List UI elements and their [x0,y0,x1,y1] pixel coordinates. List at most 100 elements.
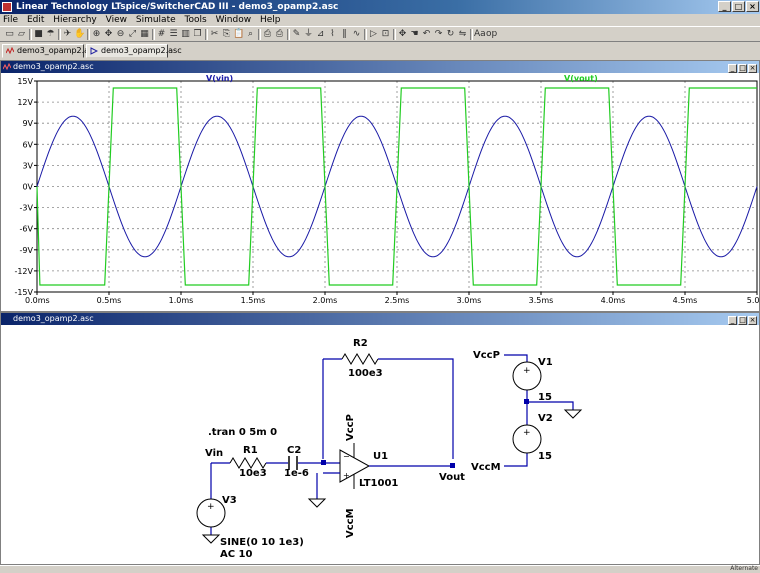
find-icon[interactable]: ⌕ [247,29,254,39]
grid-icon[interactable]: # [157,29,166,39]
component-icon[interactable]: ⊡ [381,29,390,39]
schematic-canvas[interactable]: R2 100e3 R1 10e3 C2 1e-6 Vin .tran 0 5m … [1,325,759,565]
tab-schematic[interactable]: demo3_opamp2.asc [86,44,182,58]
text-icon[interactable]: Aa [474,29,486,39]
open-icon[interactable]: ▱ [18,29,25,39]
tran-directive[interactable]: .tran 0 5m 0 [208,427,277,438]
resistor-r1[interactable] [229,457,267,469]
drag-icon[interactable]: ☚ [410,29,419,39]
autorange-icon[interactable]: ▦ [140,29,149,39]
control-panel-icon[interactable]: ☂ [46,29,55,39]
paste-icon[interactable]: 📋 [233,29,245,39]
schematic-minimize-button[interactable]: _ [728,316,737,325]
tile-vertical-icon[interactable]: ▥ [181,29,190,39]
schematic-maximize-button[interactable]: □ [738,316,747,325]
capacitor-c2[interactable] [288,456,298,470]
y-tick-label: -15V [14,288,33,297]
voltage-source-v2[interactable] [512,424,542,454]
cut-icon[interactable]: ✂ [210,29,219,39]
resistor-icon[interactable]: ⌇ [330,29,335,39]
v1-value[interactable]: 15 [538,392,552,403]
feedback-wire[interactable] [322,358,454,459]
undo-icon[interactable]: ↶ [422,29,431,39]
rotate-icon[interactable]: ↻ [446,29,455,39]
voltage-source-v1[interactable] [512,361,542,391]
spice-directive-icon[interactable]: op [486,29,498,39]
pan-icon[interactable]: ✥ [104,29,113,39]
tab-waveform[interactable]: demo3_opamp2.asc [2,44,98,58]
c2-value[interactable]: 1e-6 [284,468,309,479]
close-button[interactable]: × [746,1,759,12]
vccm-pin-label[interactable]: VccM [345,508,356,538]
trace-label-vout[interactable]: V(vout) [564,74,598,83]
c2-name[interactable]: C2 [287,445,301,456]
r2-name[interactable]: R2 [353,338,368,349]
v2-value[interactable]: 15 [538,451,552,462]
zoom-in-icon[interactable]: ⊕ [92,29,101,39]
waveform-minimize-button[interactable]: _ [728,64,737,73]
save-icon[interactable]: ■ [34,29,43,39]
capacitor-icon[interactable]: ‖ [342,29,347,39]
menu-file[interactable]: File [3,15,19,25]
v1-name[interactable]: V1 [538,357,553,368]
move-icon[interactable]: ✥ [398,29,407,39]
v2-name[interactable]: V2 [538,413,553,424]
ground-icon[interactable]: ⏚ [303,29,313,39]
vccp-net-label[interactable]: VccP [473,350,500,361]
u1-model[interactable]: LT1001 [359,478,398,489]
restore-button[interactable]: □ [732,1,745,12]
noninverting-wire[interactable] [316,472,340,499]
tile-horizontal-icon[interactable]: ☰ [169,29,178,39]
vout-net-label[interactable]: Vout [439,472,465,483]
inductor-icon[interactable]: ∿ [352,29,361,39]
supply-wires[interactable] [504,354,574,467]
schematic-close-button[interactable]: × [748,316,757,325]
redo-icon[interactable]: ↷ [434,29,443,39]
waveform-close-button[interactable]: × [748,64,757,73]
waveform-maximize-button[interactable]: □ [738,64,747,73]
new-schematic-icon[interactable]: ▭ [5,29,14,39]
print-icon[interactable]: ⎙ [275,29,284,39]
halt-icon[interactable]: ✋ [74,29,86,39]
schematic-window-titlebar: demo3_opamp2.asc _ □ × [1,313,759,325]
r2-value[interactable]: 100e3 [348,368,383,379]
toolbar-separator [58,29,61,40]
vin-net-label[interactable]: Vin [205,448,223,459]
menu-window[interactable]: Window [215,15,252,25]
mirror-icon[interactable]: ⇋ [458,29,467,39]
zoom-fit-icon[interactable]: ⤢ [128,29,137,39]
trace-label-vin[interactable]: V(vin) [206,74,233,83]
menu-hierarchy[interactable]: Hierarchy [53,15,97,25]
menu-edit[interactable]: Edit [26,15,45,25]
v3-ac[interactable]: AC 10 [220,549,253,560]
print-setup-icon[interactable]: ⎙ [263,29,272,39]
label-icon[interactable]: ⊿ [316,29,325,39]
v3-value[interactable]: SINE(0 10 1e3) [220,537,304,548]
r1-value[interactable]: 10e3 [239,468,267,479]
resistor-r2[interactable] [341,353,379,365]
ltspice-app-icon[interactable] [2,2,12,12]
v3-ground-symbol[interactable] [201,534,221,544]
menu-help[interactable]: Help [259,15,281,25]
copy-icon[interactable]: ⎘ [222,29,231,39]
x-tick-label: 1.5ms [241,296,266,305]
menu-simulate[interactable]: Simulate [135,15,176,25]
r1-name[interactable]: R1 [243,445,258,456]
vccp-pin-label[interactable]: VccP [345,414,356,441]
ground-symbol[interactable] [307,498,327,508]
wire-icon[interactable]: ✎ [292,29,301,39]
menu-view[interactable]: View [105,15,127,25]
minimize-button[interactable]: _ [718,1,731,12]
cascade-icon[interactable]: ❐ [193,29,202,39]
diode-icon[interactable]: ▷ [370,29,377,39]
trace-vout[interactable] [36,87,757,286]
vccm-net-label[interactable]: VccM [471,462,501,473]
run-icon[interactable]: ✈ [63,29,72,39]
supply-ground-symbol[interactable] [563,409,583,419]
voltage-source-v3[interactable] [196,498,226,528]
zoom-out-icon[interactable]: ⊖ [116,29,125,39]
menu-tools[interactable]: Tools [184,15,207,25]
v3-name[interactable]: V3 [222,495,237,506]
u1-name[interactable]: U1 [373,451,388,462]
